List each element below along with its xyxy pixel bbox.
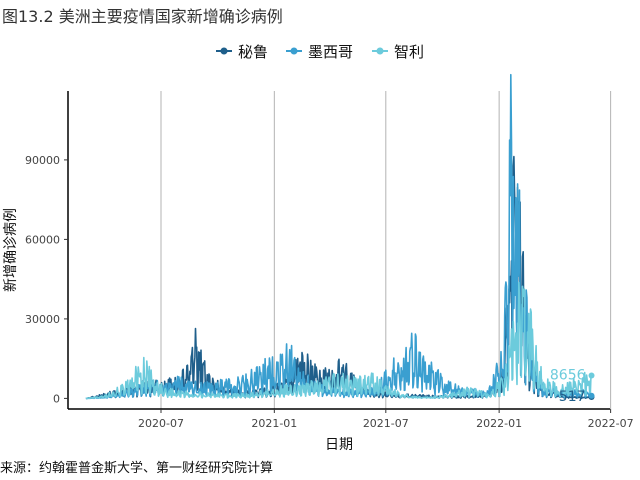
- x-gridlines: [160, 91, 612, 409]
- y-tick-label: 30000: [25, 313, 60, 326]
- series-end-label: 8656: [550, 367, 586, 383]
- x-tick-label: 2021-01: [251, 417, 297, 430]
- series-end-point: [588, 392, 595, 399]
- legend-label: 秘鲁: [238, 43, 268, 61]
- y-tick-label: 0: [53, 392, 60, 405]
- legend-marker: [220, 47, 228, 55]
- legend-label: 智利: [394, 43, 424, 61]
- x-tick-label: 2021-07: [363, 417, 409, 430]
- legend: 秘鲁 墨西哥 智利: [216, 43, 424, 61]
- y-axis-title: 新增确诊病例: [3, 208, 19, 292]
- figure-title: 图13.2 美洲主要疫情国家新增确诊病例: [2, 7, 283, 26]
- end-labels: 517 8656: [550, 367, 595, 405]
- axes: [67, 91, 610, 410]
- legend-item: 秘鲁: [216, 43, 268, 61]
- legend-item: 墨西哥: [286, 43, 353, 61]
- x-axis-title: 日期: [325, 437, 353, 453]
- legend-marker: [290, 47, 298, 55]
- x-ticks: 2020-07 2021-01 2021-07 2022-01 2022-07: [138, 409, 634, 430]
- legend-marker: [376, 47, 384, 55]
- y-ticks: 0 30000 60000 90000: [25, 154, 68, 405]
- y-tick-label: 60000: [25, 233, 60, 246]
- series-end-point: [588, 372, 595, 379]
- series-layer: [85, 73, 593, 400]
- series-end-label: 517: [559, 389, 586, 405]
- x-tick-label: 2022-07: [588, 417, 634, 430]
- x-tick-label: 2022-01: [476, 417, 522, 430]
- legend-label: 墨西哥: [308, 43, 353, 61]
- y-tick-label: 90000: [25, 154, 60, 167]
- legend-item: 智利: [372, 43, 424, 61]
- x-tick-label: 2020-07: [138, 417, 184, 430]
- figure-source: 来源：约翰霍普金斯大学、第一财经研究院计算: [0, 461, 274, 476]
- series-line-2: [85, 281, 593, 400]
